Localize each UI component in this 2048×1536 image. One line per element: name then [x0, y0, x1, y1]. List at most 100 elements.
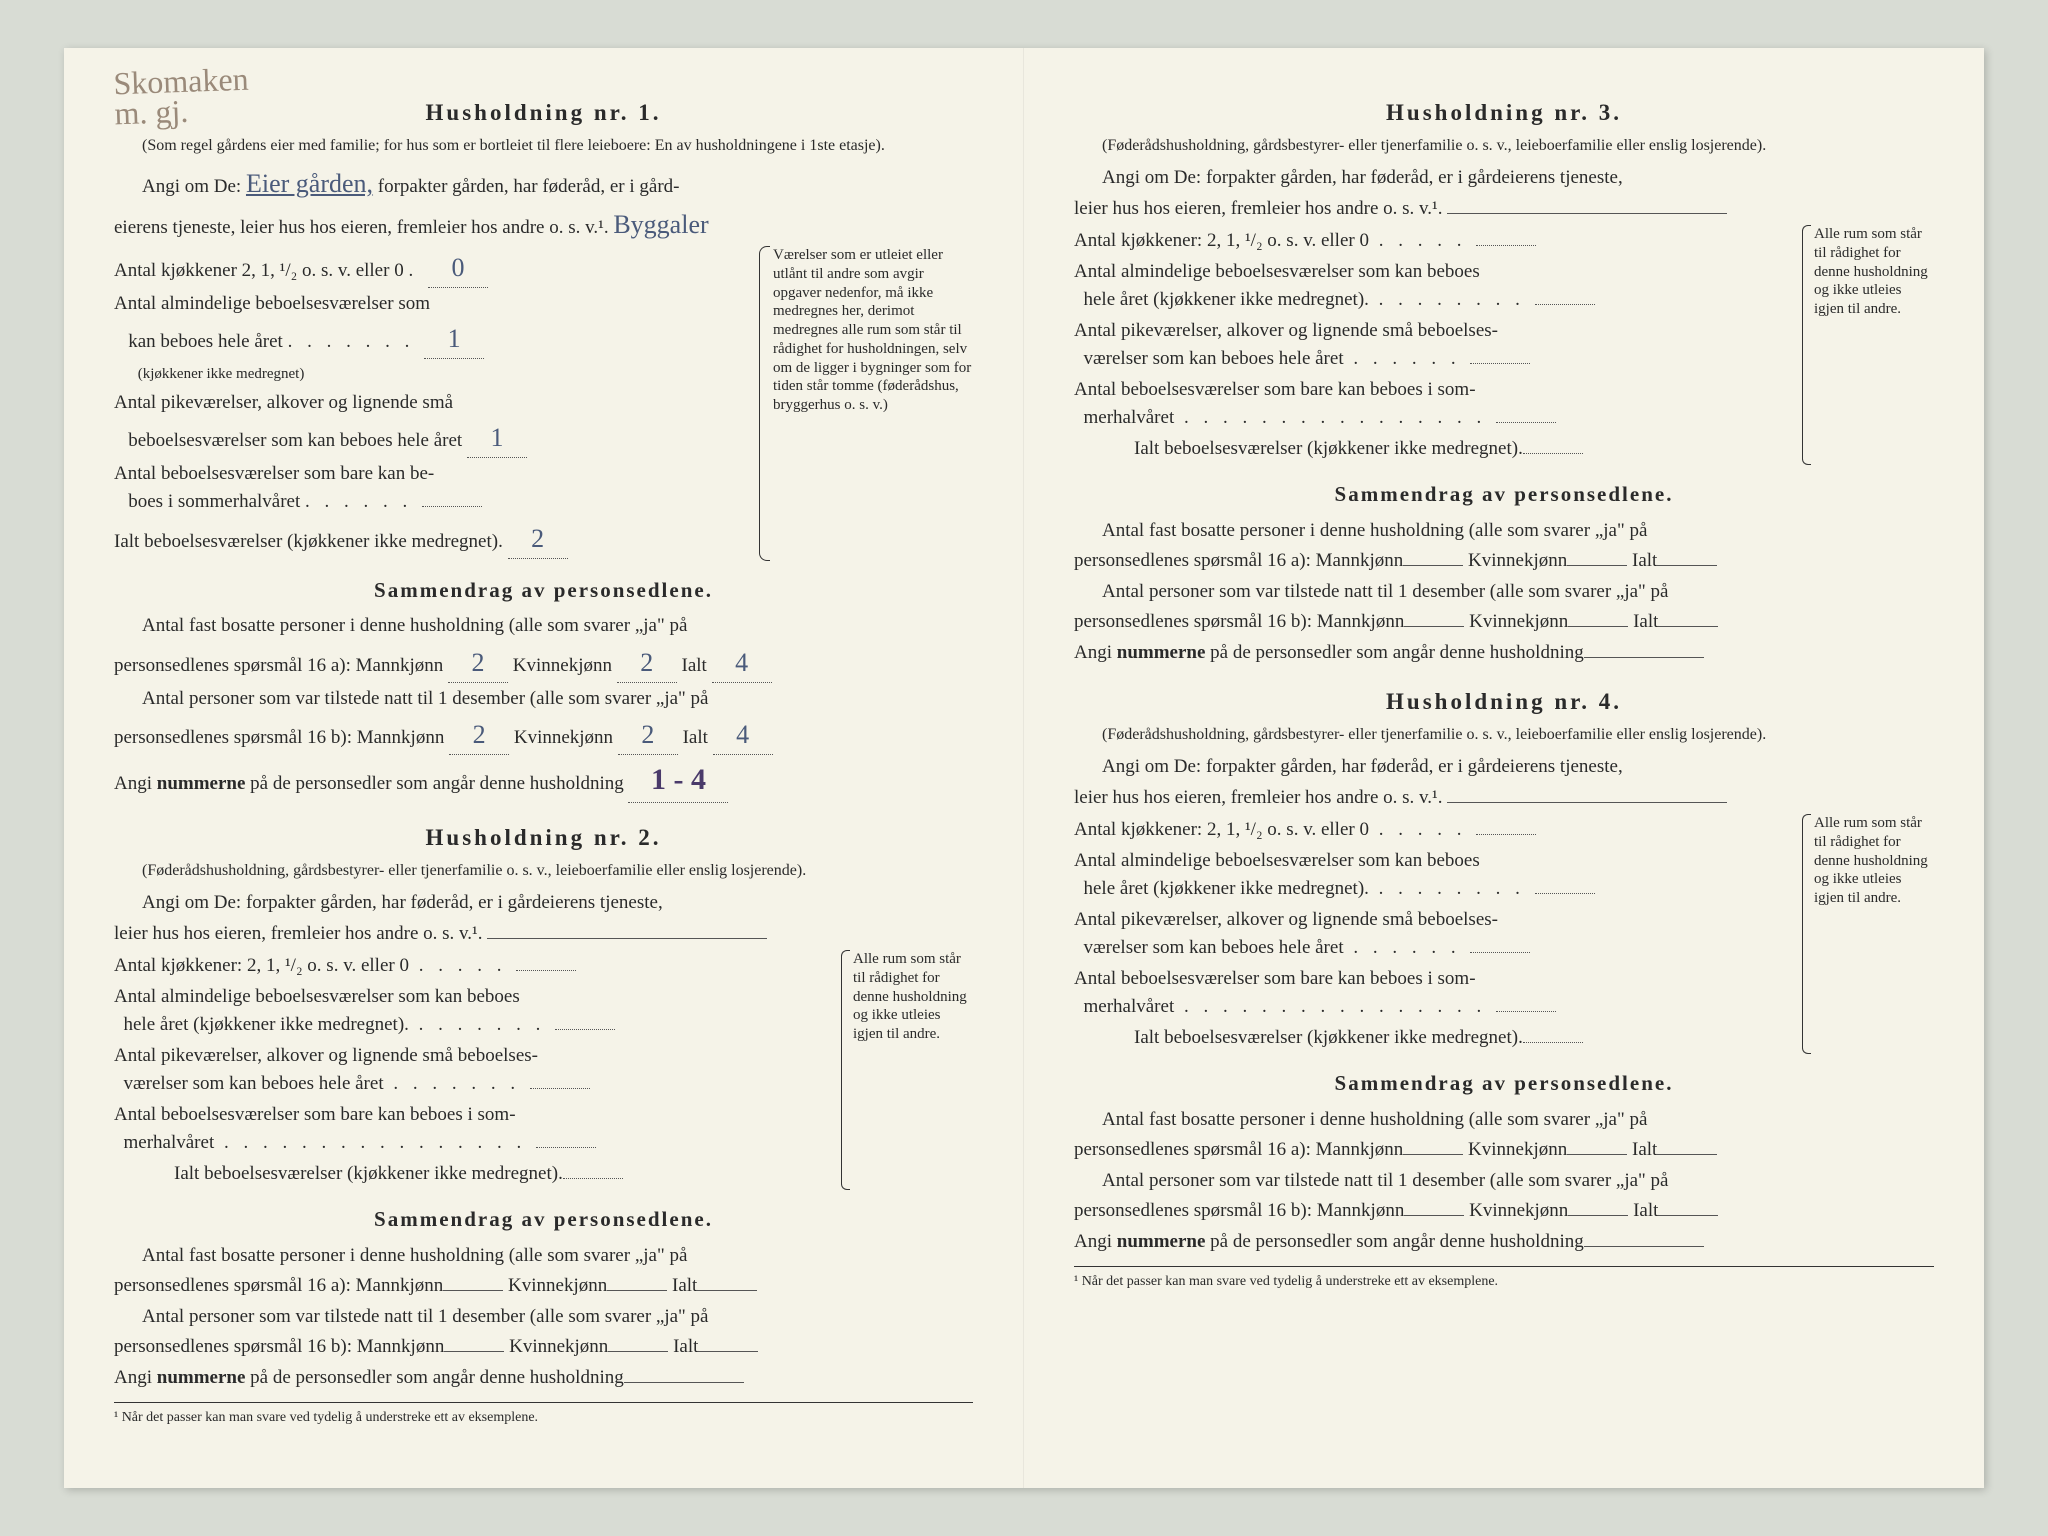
k2	[1568, 626, 1628, 627]
h2-r3: Antal pikeværelser, alkover og lignende …	[114, 1042, 831, 1099]
num: nummerne	[157, 1367, 246, 1388]
r1b	[1476, 245, 1536, 246]
s2b: personsedlenes spørsmål 16 b): Mannkjønn	[114, 1336, 444, 1357]
h4-rows-group: Antal kjøkkener: 2, 1, ¹/₂ o. s. v. elle…	[1074, 814, 1934, 1054]
s3b	[624, 1382, 744, 1383]
handwriting-annotation: Skomakenm. gj.	[113, 64, 250, 129]
r5-label: Ialt beboelsesværelser (kjøkkener ikke m…	[114, 531, 503, 552]
r4b: merhalvåret	[1084, 996, 1175, 1017]
s1-i: 4	[712, 643, 772, 683]
r3b2	[1470, 363, 1530, 364]
h3-s1b: personsedlenes spørsmål 16 a): Mannkjønn…	[1074, 547, 1934, 576]
r4a: Antal beboelsesværelser som bare kan beb…	[114, 1104, 516, 1125]
h1-angi2: eierens tjeneste, leier hus hos eieren, …	[114, 205, 973, 244]
left-page: Husholdning nr. 1. (Som regel gårdens ei…	[64, 48, 1024, 1488]
h1-subtitle: (Som regel gårdens eier med familie; for…	[114, 135, 973, 157]
h3-s3: Angi nummerne på de personsedler som ang…	[1074, 639, 1934, 668]
r2b2	[1535, 893, 1595, 894]
kv2: Kvinnekjønn	[1469, 1200, 1568, 1221]
r3a: Antal pikeværelser, alkover og lignende …	[1074, 320, 1498, 341]
kv: Kvinnekjønn	[1468, 550, 1567, 571]
h2-sidenote: Alle rum som står til rådighet for denne…	[839, 950, 973, 1190]
ia2: Ialt	[673, 1336, 698, 1357]
h2-s2b: personsedlenes spørsmål 16 b): Mannkjønn…	[114, 1333, 973, 1362]
h1-r2: Antal almindelige beboelsesværelser som …	[114, 290, 747, 387]
r4-blank	[536, 1147, 596, 1148]
r1: Antal kjøkkener: 2, 1, ¹/₂ o. s. v. elle…	[1074, 230, 1369, 251]
r4b: boes i sommerhalvåret	[128, 491, 300, 512]
h3-r1: Antal kjøkkener: 2, 1, ¹/₂ o. s. v. elle…	[1074, 227, 1792, 256]
r1b	[1476, 834, 1536, 835]
h3-angi2: leier hus hos eieren, fremleier hos andr…	[1074, 195, 1934, 224]
r1-blank	[516, 970, 576, 971]
h4-sidenote: Alle rum som står til rådighet for denne…	[1800, 814, 1934, 1054]
r3b: værelser som kan beboes hele året	[1084, 348, 1344, 369]
s2-i-lbl: Ialt	[683, 727, 708, 748]
angi-handwritten: Eier gården,	[246, 169, 373, 198]
h4-s3: Angi nummerne på de personsedler som ang…	[1074, 1228, 1934, 1257]
m2	[1404, 1215, 1464, 1216]
r2-blank	[555, 1029, 615, 1030]
angi-line2: eierens tjeneste, leier hus hos eieren, …	[114, 217, 609, 238]
r5-blank	[563, 1178, 623, 1179]
angi2-blank	[487, 938, 767, 939]
r4a: Antal beboelsesværelser som bare kan beb…	[1074, 379, 1476, 400]
h2-r2: Antal almindelige beboelsesværelser som …	[114, 983, 831, 1040]
kv2: Kvinnekjønn	[509, 1336, 608, 1357]
h4-r3: Antal pikeværelser, alkover og lignende …	[1074, 906, 1792, 963]
r1: Antal kjøkkener: 2, 1, ¹/₂ o. s. v. elle…	[1074, 819, 1369, 840]
r1-label: Antal kjøkkener 2, 1, ¹/₂ o. s. v. eller…	[114, 260, 404, 281]
angi-prefix: Angi om De:	[142, 176, 241, 197]
r4b: merhalvåret	[1084, 407, 1175, 428]
nummerne: nummerne	[157, 773, 246, 794]
s1-k-lbl: Kvinnekjønn	[513, 655, 612, 676]
num: nummerne	[1117, 1231, 1206, 1252]
i2	[1658, 626, 1718, 627]
m	[1403, 565, 1463, 566]
h1-s1b: personsedlenes spørsmål 16 a): Mannkjønn…	[114, 643, 973, 683]
r3a: Antal pikeværelser, alkover og lignende …	[1074, 909, 1498, 930]
r3b: beboelsesværelser som kan beboes hele år…	[128, 430, 462, 451]
h3-sammendrag: Sammendrag av personsedlene.	[1074, 479, 1934, 511]
r3b2	[1470, 952, 1530, 953]
s1b: personsedlenes spørsmål 16 a): Mannkjønn	[114, 655, 443, 676]
k	[1567, 1154, 1627, 1155]
i	[1657, 565, 1717, 566]
r3b: værelser som kan beboes hele året	[124, 1073, 384, 1094]
angi2-blank	[1447, 802, 1727, 803]
num: nummerne	[1117, 642, 1206, 663]
r5-value: 2	[508, 519, 568, 559]
s1i	[697, 1290, 757, 1291]
h1-sidenote: Værelser som er utleiet eller utlånt til…	[755, 246, 973, 561]
r4a: Antal beboelsesværelser som bare kan beb…	[1074, 968, 1476, 989]
h2-s2a: Antal personer som var tilstede natt til…	[114, 1303, 973, 1332]
s3-value: 1 - 4	[628, 757, 728, 803]
h1-angi: Angi om De: Eier gården, forpakter gårde…	[114, 164, 973, 203]
s2b: personsedlenes spørsmål 16 b): Mannkjønn	[1074, 611, 1404, 632]
right-page: Husholdning nr. 3. (Føderådshusholdning,…	[1024, 48, 1984, 1488]
h3-sidenote: Alle rum som står til rådighet for denne…	[1800, 225, 1934, 465]
h4-r2: Antal almindelige beboelsesværelser som …	[1074, 847, 1792, 904]
h4-title: Husholdning nr. 4.	[1074, 685, 1934, 720]
h1-r4: Antal beboelsesværelser som bare kan be-…	[114, 460, 747, 517]
s2k	[608, 1351, 668, 1352]
r3b: værelser som kan beboes hele året	[1084, 937, 1344, 958]
s2b: personsedlenes spørsmål 16 b): Mannkjønn	[114, 727, 444, 748]
h3-subtitle: (Føderådshusholdning, gårdsbestyrer- ell…	[1074, 135, 1934, 157]
angi2-blank	[1447, 213, 1727, 214]
ia2: Ialt	[1633, 1200, 1658, 1221]
r3-value: 1	[467, 418, 527, 458]
h4-s1b: personsedlenes spørsmål 16 a): Mannkjønn…	[1074, 1136, 1934, 1165]
k	[1567, 565, 1627, 566]
footnote-right: ¹ Når det passer kan man svare ved tydel…	[1074, 1266, 1934, 1292]
r2b: hele året (kjøkkener ikke medregnet).	[124, 1014, 409, 1035]
s1-m: 2	[448, 643, 508, 683]
r2b2	[1535, 304, 1595, 305]
ia2: Ialt	[1633, 611, 1658, 632]
r2-note: (kjøkkener ikke medregnet)	[138, 366, 305, 382]
ia: Ialt	[1632, 1139, 1657, 1160]
r3-blank	[530, 1088, 590, 1089]
i2	[1658, 1215, 1718, 1216]
r2b: hele året (kjøkkener ikke medregnet).	[1084, 289, 1369, 310]
h4-s2b: personsedlenes spørsmål 16 b): Mannkjønn…	[1074, 1197, 1934, 1226]
